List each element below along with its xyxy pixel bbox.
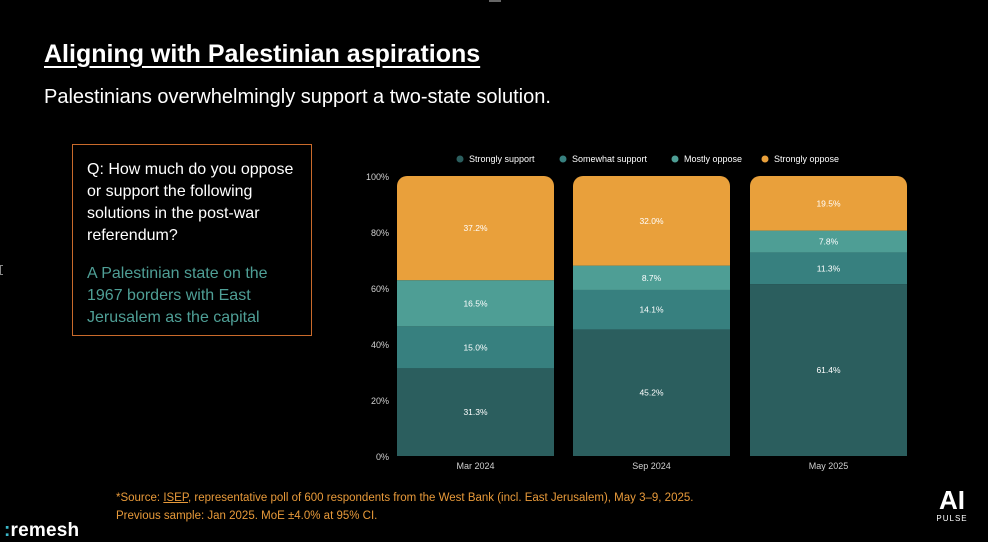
ai-pulse-badge-pulse: PULSE [936,514,968,523]
source-line-1-rest: , representative poll of 600 respondents… [188,492,694,504]
bar-segment [397,280,554,327]
data-label: 61.4% [816,365,841,375]
y-tick-label: 20% [371,396,389,406]
data-label: 7.8% [819,237,839,247]
data-label: 11.3% [817,263,841,273]
slide-title: Aligning with Palestinian aspirations [44,40,481,68]
source-prefix: *Source: [116,492,164,504]
data-label: 31.3% [463,407,488,417]
data-label: 8.7% [642,273,662,283]
left-edge-marker [0,265,3,275]
remesh-logo: :remesh [4,520,79,542]
legend-label: Strongly support [469,154,535,164]
data-label: 15.0% [463,342,488,352]
bar-segment [750,230,907,253]
bar-segment [573,289,730,330]
x-tick-label: Sep 2024 [632,461,671,471]
solution-option-text: A Palestinian state on the 1967 borders … [87,265,268,326]
question-box: Q: How much do you oppose or support the… [72,144,312,336]
legend-marker [456,155,464,163]
bar-segment [750,176,907,231]
data-label: 19.5% [816,198,841,208]
top-edge-mark [489,0,501,2]
ai-pulse-badge-ai: AI [939,485,965,515]
remesh-logo-text: remesh [10,520,80,541]
legend-marker [761,155,769,163]
bar-segment [397,326,554,369]
bar-segment [573,265,730,290]
ai-pulse-badge: AI PULSE [920,486,984,538]
data-label: 16.5% [463,298,488,308]
source-link-isep[interactable]: ISEP [163,492,189,504]
source-note: *Source: ISEP, representative poll of 60… [116,489,693,525]
source-line-1: *Source: ISEP, representative poll of 60… [116,489,693,507]
data-label: 37.2% [463,223,488,233]
remesh-logo-dots: : [4,520,11,541]
data-label: 45.2% [639,388,664,398]
data-label: 32.0% [639,216,664,226]
y-tick-label: 60% [371,284,389,294]
y-tick-label: 0% [376,452,389,462]
legend-marker [671,155,679,163]
x-tick-label: May 2025 [809,461,849,471]
x-tick-label: Mar 2024 [456,461,494,471]
bar-segment [750,284,907,456]
y-tick-label: 100% [366,172,389,182]
bar-segment [750,252,907,285]
question-text: Q: How much do you oppose or support the… [87,161,294,244]
bar-segment [573,176,730,266]
data-label: 14.1% [639,305,664,315]
legend-marker [559,155,567,163]
y-tick-label: 40% [371,340,389,350]
source-line-2: Previous sample: Jan 2025. MoE ±4.0% at … [116,510,378,522]
bar-segment [397,176,554,281]
legend-label: Mostly oppose [684,154,742,164]
legend-label: Strongly oppose [774,154,839,164]
slide-subtitle: Palestinians overwhelmingly support a tw… [44,86,551,108]
bar-segment [397,368,554,456]
bar-segment [573,329,730,456]
legend-label: Somewhat support [572,154,648,164]
y-tick-label: 80% [371,228,389,238]
